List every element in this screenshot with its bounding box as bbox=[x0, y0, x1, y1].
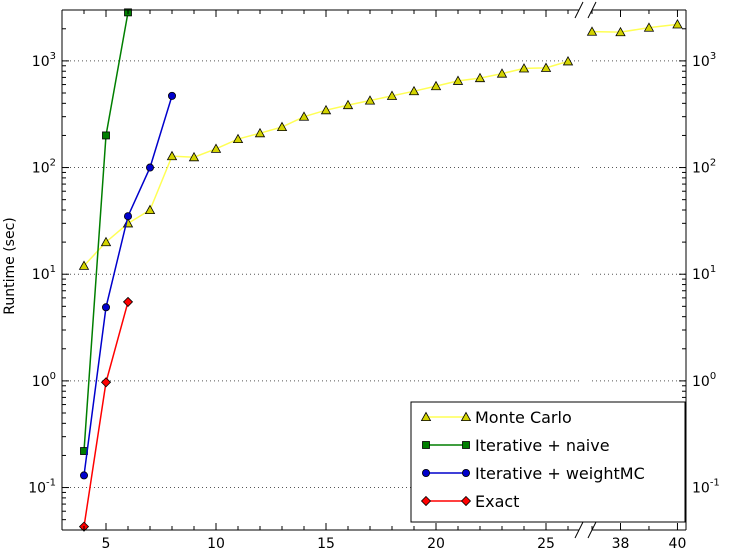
x-tick-label: 10 bbox=[207, 536, 225, 548]
data-point bbox=[122, 296, 134, 307]
y-tick-label: 102 bbox=[692, 158, 716, 177]
legend: Monte Carlo Iterative + naive Iterative + … bbox=[410, 401, 686, 523]
x-tick-label: 40 bbox=[669, 536, 687, 548]
legend-marker bbox=[461, 468, 470, 477]
data-point bbox=[232, 133, 244, 144]
data-point bbox=[144, 204, 156, 215]
legend-label: Monte Carlo bbox=[475, 408, 572, 427]
data-point bbox=[540, 62, 552, 72]
data-point bbox=[100, 236, 112, 247]
data-point bbox=[615, 26, 626, 37]
data-point bbox=[320, 104, 332, 115]
data-point bbox=[452, 75, 464, 85]
legend-item: Monte Carlo bbox=[420, 408, 572, 427]
legend-item: Iterative + weightMC bbox=[421, 464, 645, 483]
data-point bbox=[643, 22, 655, 32]
x-tick-label: 20 bbox=[427, 536, 445, 548]
legend-item: Exact bbox=[420, 492, 519, 511]
data-point bbox=[562, 56, 574, 66]
legend-label: Iterative + weightMC bbox=[475, 464, 645, 483]
axes bbox=[61, 1, 687, 539]
data-point bbox=[408, 85, 420, 96]
data-point bbox=[210, 143, 222, 153]
data-point bbox=[474, 72, 486, 83]
legend-marker bbox=[460, 495, 472, 507]
data-point bbox=[145, 163, 154, 172]
legend-marker bbox=[421, 468, 430, 477]
data-point bbox=[102, 303, 111, 312]
axis-break-mark bbox=[574, 1, 584, 19]
data-point bbox=[188, 151, 200, 162]
data-point bbox=[167, 91, 176, 100]
y-tick-label: 101 bbox=[32, 264, 56, 283]
series-exact bbox=[78, 296, 134, 532]
data-point bbox=[78, 260, 90, 270]
series-line bbox=[83, 95, 173, 476]
data-point bbox=[518, 63, 530, 73]
series-iterative-weightmc bbox=[80, 91, 176, 480]
data-point bbox=[100, 377, 112, 388]
legend-marker bbox=[420, 495, 432, 507]
y-axis-label: Runtime (sec) bbox=[2, 217, 18, 314]
series-monte-carlo bbox=[78, 19, 683, 270]
data-point bbox=[364, 95, 376, 105]
y-tick-label: 103 bbox=[32, 51, 56, 70]
x-tick-label: 5 bbox=[102, 536, 111, 548]
data-point bbox=[672, 19, 683, 29]
tick-labels: 10-1 10-1 100 100 101 101 102 102 103 103 5 10 15 20 2… bbox=[28, 51, 720, 548]
data-point bbox=[166, 150, 178, 161]
legend-label: Iterative + naive bbox=[475, 436, 610, 455]
data-point bbox=[586, 26, 598, 36]
data-point bbox=[254, 127, 266, 138]
axis-break-mark bbox=[574, 521, 584, 539]
x-tick-label: 25 bbox=[537, 536, 555, 548]
data-point bbox=[342, 99, 354, 110]
y-tick-label: 103 bbox=[692, 51, 716, 70]
legend-item: Iterative + naive bbox=[422, 436, 610, 455]
legend-marker bbox=[462, 441, 470, 449]
data-point bbox=[430, 80, 442, 91]
legend-box bbox=[410, 401, 686, 523]
y-tick-label: 10-1 bbox=[28, 478, 56, 497]
data-point bbox=[496, 68, 508, 78]
data-point bbox=[276, 121, 288, 132]
legend-marker bbox=[420, 411, 432, 422]
legend-marker bbox=[460, 411, 472, 422]
y-tick-label: 10-1 bbox=[692, 478, 720, 497]
legend-label: Exact bbox=[475, 492, 519, 511]
series-line bbox=[83, 301, 129, 527]
y-tick-label: 102 bbox=[32, 158, 56, 177]
series-layer bbox=[78, 8, 683, 532]
data-point bbox=[386, 90, 398, 100]
x-tick-label: 15 bbox=[317, 536, 335, 548]
y-tick-label: 100 bbox=[32, 371, 56, 390]
x-tick-label: 38 bbox=[612, 536, 630, 548]
data-point bbox=[102, 131, 110, 140]
y-tick-label: 100 bbox=[692, 371, 716, 390]
data-point bbox=[124, 212, 133, 221]
data-point bbox=[80, 471, 89, 480]
data-point bbox=[298, 111, 310, 121]
legend-marker bbox=[422, 441, 430, 449]
series-line bbox=[83, 60, 569, 267]
series-line bbox=[591, 23, 678, 33]
y-tick-label: 101 bbox=[692, 264, 716, 283]
